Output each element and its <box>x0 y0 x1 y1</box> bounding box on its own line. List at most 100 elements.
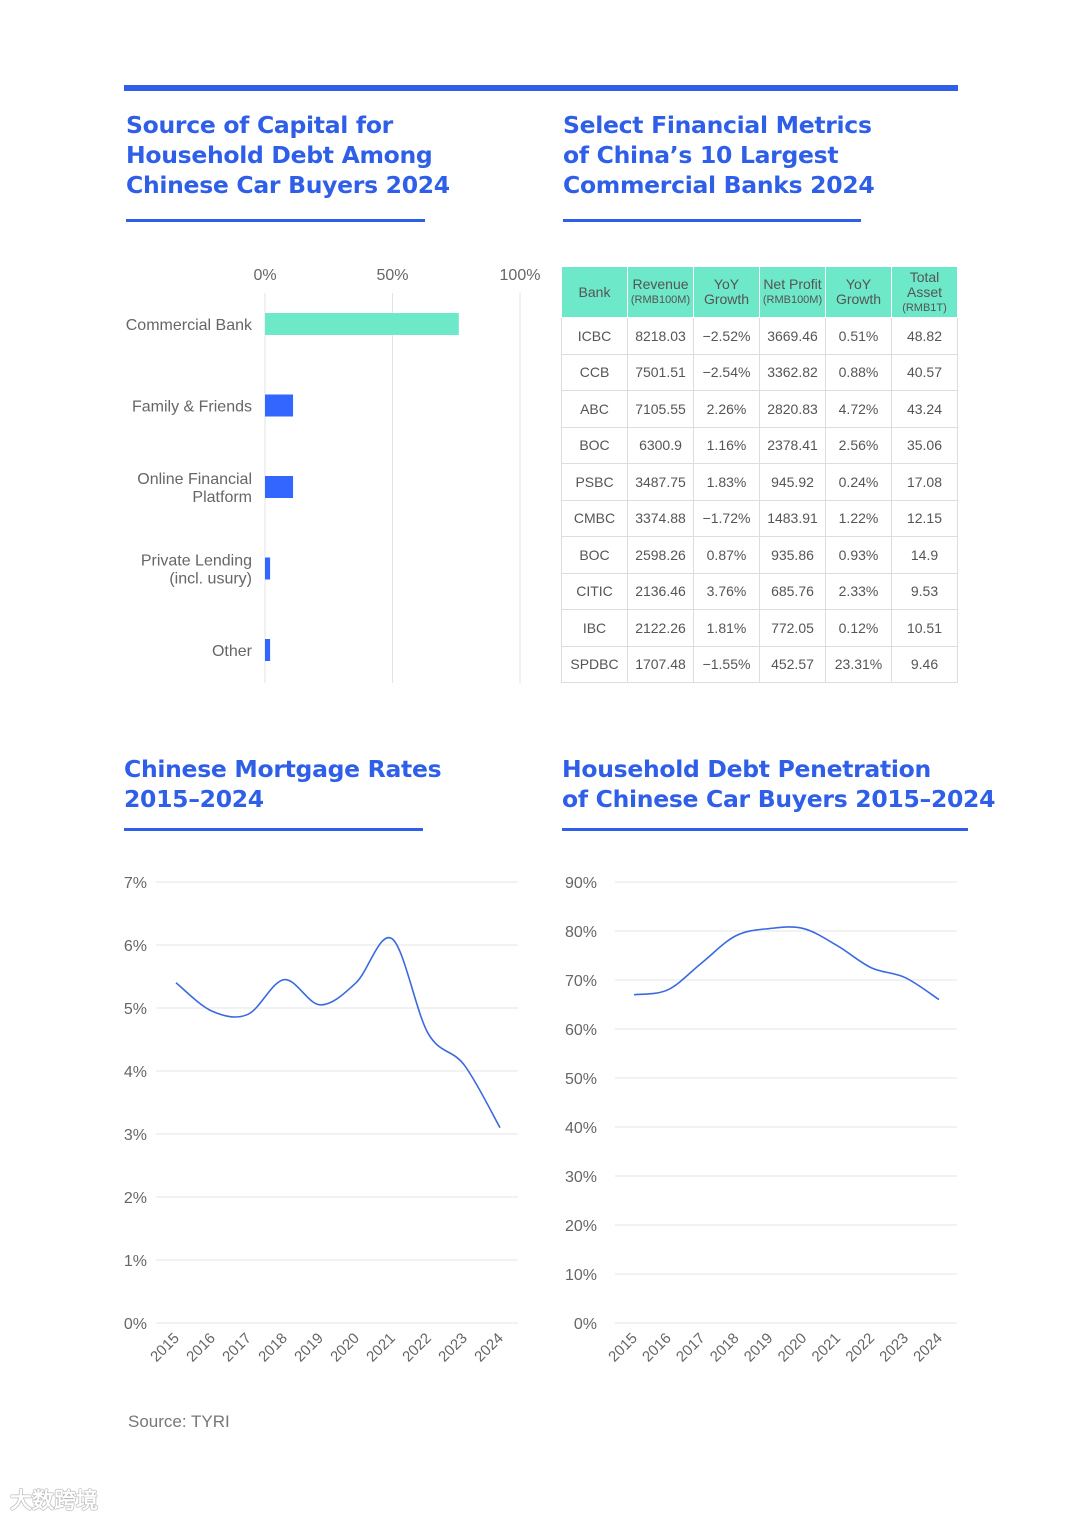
table-cell: CCB <box>561 353 628 391</box>
x-tick-label: 2015 <box>605 1330 641 1366</box>
table-cell: 17.08 <box>891 463 958 501</box>
table-cell: 14.9 <box>891 536 958 574</box>
table-cell: −1.55% <box>693 645 760 683</box>
y-tick-label: 7% <box>124 875 147 892</box>
bar-category-label: (incl. usury) <box>169 571 252 588</box>
header-revenue: Revenue (RMB100M) <box>627 266 694 318</box>
bar-chart-title: Source of Capital for Household Debt Amo… <box>126 111 450 199</box>
bar-4 <box>265 557 271 580</box>
table-cell: 40.57 <box>891 353 958 391</box>
x-tick-label: 2020 <box>775 1330 811 1366</box>
table-cell: 3374.88 <box>627 499 694 537</box>
table-cell: 2.33% <box>825 572 892 610</box>
table-row: SPDBC 1707.48 −1.55% 452.57 23.31% 9.46 <box>561 645 958 683</box>
table-cell: PSBC <box>561 463 628 501</box>
x-tick-label: 2024 <box>910 1330 946 1366</box>
header-bank: Bank <box>561 266 628 318</box>
y-tick-label: 40% <box>565 1120 597 1137</box>
table-cell: 2.26% <box>693 390 760 428</box>
bar-3 <box>265 476 294 498</box>
y-tick-label: 70% <box>565 973 597 990</box>
y-tick-label: 30% <box>565 1169 597 1186</box>
table-cell: 772.05 <box>759 609 826 647</box>
table-cell: IBC <box>561 609 628 647</box>
x-tick-label: 2022 <box>842 1330 878 1366</box>
watermark-logo: 大数跨境 <box>10 1488 99 1513</box>
table-row: BOC 2598.26 0.87% 935.86 0.93% 14.9 <box>561 536 958 574</box>
bar-5 <box>265 639 271 661</box>
header-net-profit: Net Profit (RMB100M) <box>759 266 826 318</box>
y-tick-label: 0% <box>574 1316 597 1333</box>
bar-category-label: Online Financial <box>137 471 252 488</box>
table-title: Select Financial Metrics of China’s 10 L… <box>563 111 875 199</box>
penetration-chart-title: Household Debt Penetration of Chinese Ca… <box>562 755 996 813</box>
table-cell: −2.54% <box>693 353 760 391</box>
x-tick-label: 2018 <box>707 1330 743 1366</box>
table-cell: 1.16% <box>693 426 760 464</box>
x-tick-label: 2021 <box>809 1330 845 1366</box>
source-note: Source: TYRI <box>128 1412 230 1431</box>
table-row: ICBC 8218.03 −2.52% 3669.46 0.51% 48.82 <box>561 317 958 355</box>
top-accent-bar <box>124 85 958 91</box>
bar-x-tick-label: 0% <box>253 267 276 284</box>
y-tick-label: 0% <box>124 1316 147 1333</box>
bar-category-label: Family & Friends <box>132 399 252 416</box>
table-cell: 48.82 <box>891 317 958 355</box>
y-tick-label: 10% <box>565 1267 597 1284</box>
data-line <box>633 926 940 1001</box>
table-cell: 23.31% <box>825 645 892 683</box>
bar-1 <box>265 313 459 335</box>
table-cell: 2598.26 <box>627 536 694 574</box>
table-cell: 945.92 <box>759 463 826 501</box>
data-line <box>175 936 501 1129</box>
table-cell: ABC <box>561 390 628 428</box>
y-tick-label: 6% <box>124 938 147 955</box>
table-cell: 0.12% <box>825 609 892 647</box>
header-profit-yoy: YoY Growth <box>825 266 892 318</box>
table-row: CITIC 2136.46 3.76% 685.76 2.33% 9.53 <box>561 572 958 610</box>
bank-metrics-table: Bank Revenue (RMB100M) YoY Growth Net Prof… <box>561 266 958 683</box>
table-cell: 3.76% <box>693 572 760 610</box>
table-cell: −1.72% <box>693 499 760 537</box>
table-cell: 4.72% <box>825 390 892 428</box>
table-cell: 2136.46 <box>627 572 694 610</box>
y-tick-label: 50% <box>565 1071 597 1088</box>
x-tick-label: 2023 <box>876 1330 912 1366</box>
table-cell: 1483.91 <box>759 499 826 537</box>
bar-x-tick-label: 100% <box>500 267 541 284</box>
y-tick-label: 90% <box>565 875 597 892</box>
table-row: CCB 7501.51 −2.54% 3362.82 0.88% 40.57 <box>561 353 958 391</box>
table-cell: BOC <box>561 426 628 464</box>
bar-category-label: Commercial Bank <box>126 317 253 334</box>
table-cell: 9.46 <box>891 645 958 683</box>
penetration-chart-title-underline <box>562 828 968 831</box>
table-cell: 2122.26 <box>627 609 694 647</box>
bar-category-label: Platform <box>192 489 252 506</box>
table-cell: 1.81% <box>693 609 760 647</box>
bar-2 <box>265 394 294 417</box>
table-cell: ICBC <box>561 317 628 355</box>
table-row: PSBC 3487.75 1.83% 945.92 0.24% 17.08 <box>561 463 958 501</box>
mortgage-chart-title-underline <box>124 828 423 831</box>
header-revenue-yoy: YoY Growth <box>693 266 760 318</box>
table-title-underline <box>563 219 861 222</box>
table-cell: 0.88% <box>825 353 892 391</box>
x-tick-label: 2017 <box>673 1330 709 1366</box>
mortgage-chart-title: Chinese Mortgage Rates 2015–2024 <box>124 755 442 813</box>
table-cell: 8218.03 <box>627 317 694 355</box>
table-row: IBC 2122.26 1.81% 772.05 0.12% 10.51 <box>561 609 958 647</box>
table-cell: 2820.83 <box>759 390 826 428</box>
table-cell: SPDBC <box>561 645 628 683</box>
bar-x-tick-label: 50% <box>376 267 408 284</box>
y-tick-label: 5% <box>124 1001 147 1018</box>
table-cell: 7501.51 <box>627 353 694 391</box>
y-tick-label: 2% <box>124 1190 147 1207</box>
table-cell: 43.24 <box>891 390 958 428</box>
table-header-row: Bank Revenue (RMB100M) YoY Growth Net Prof… <box>561 266 958 318</box>
table-cell: 3669.46 <box>759 317 826 355</box>
table-cell: 3487.75 <box>627 463 694 501</box>
x-tick-label: 2019 <box>741 1330 777 1366</box>
